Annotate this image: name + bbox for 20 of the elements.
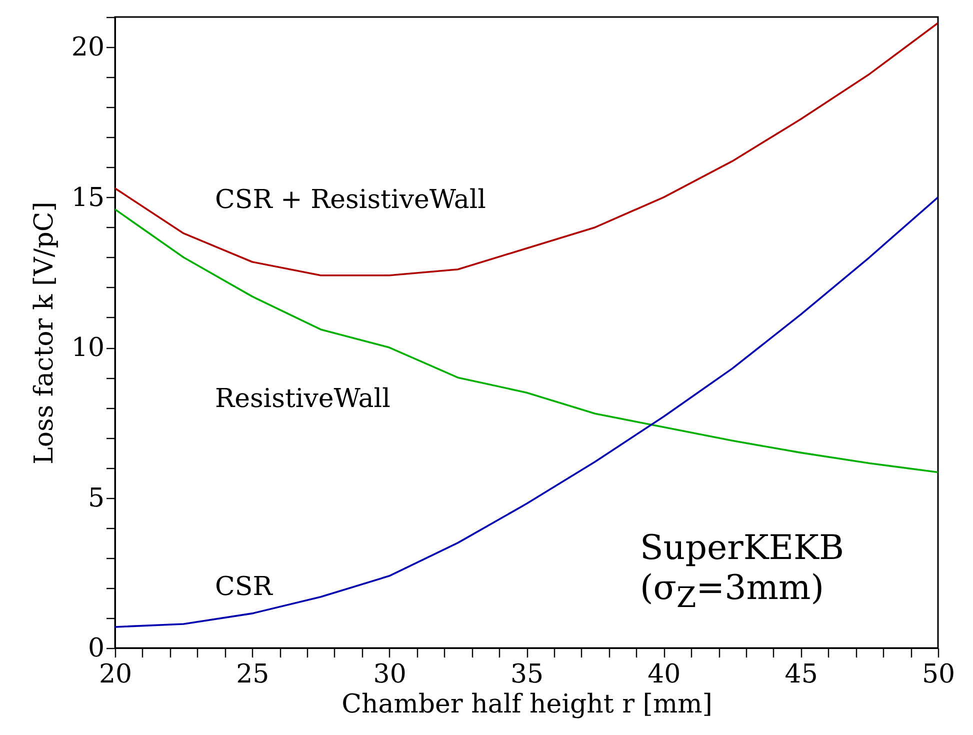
x-tick-label: 40	[648, 660, 681, 690]
y-tick-label: 15	[71, 182, 104, 213]
y-tick-label: 5	[88, 483, 104, 514]
y-axis-title: Loss factor k [V/pC]	[29, 202, 60, 464]
line-series	[115, 208, 938, 474]
annotation: SuperKEKB	[640, 528, 844, 568]
y-tick-label: 20	[71, 32, 104, 63]
x-axis-title: Chamber half height r [mm]	[342, 690, 712, 720]
line-series	[115, 22, 938, 276]
x-tick-label: 50	[922, 660, 956, 690]
x-tick-label: 25	[236, 660, 270, 690]
y-tick-label: 10	[71, 333, 104, 364]
series-label: ResistiveWall	[215, 384, 390, 414]
y-tick-label: 0	[88, 634, 104, 664]
series-label: CSR + ResistiveWall	[215, 185, 486, 215]
x-tick-label: 35	[510, 660, 544, 690]
x-tick-label: 30	[373, 660, 406, 690]
annotation: (σ$_{Z}$=3mm)	[640, 568, 826, 616]
x-tick-label: 45	[784, 660, 818, 690]
series-label: CSR	[215, 572, 274, 602]
